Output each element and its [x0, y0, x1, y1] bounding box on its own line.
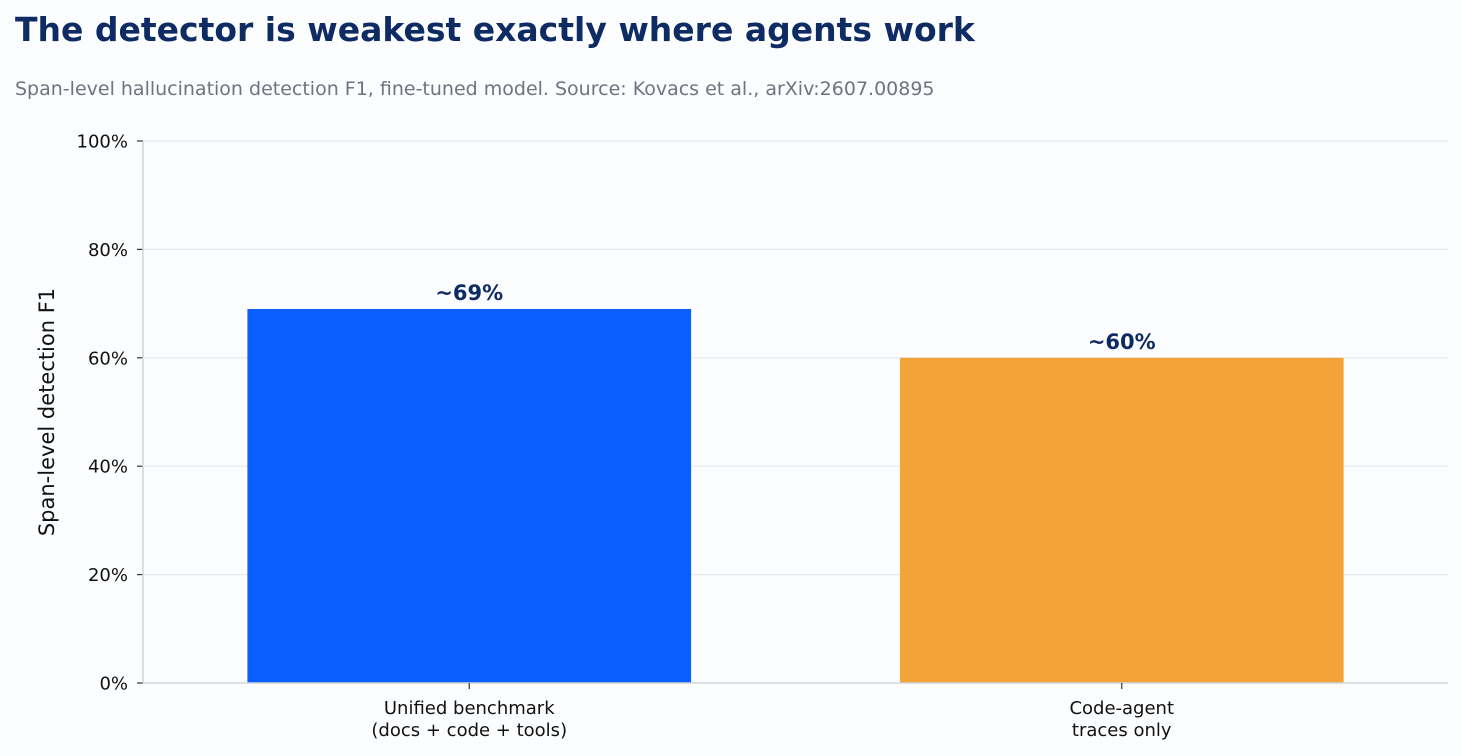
data-label-0: ~69% [435, 281, 503, 305]
bars [247, 309, 1344, 683]
y-tick-label-5: 100% [77, 132, 128, 153]
y-tick-label-1: 20% [88, 565, 128, 586]
bar-0 [247, 309, 692, 683]
axes [137, 140, 1448, 689]
data-label-1: ~60% [1088, 330, 1156, 354]
chart-title: The detector is weakest exactly where ag… [15, 10, 975, 49]
x-tick-label-1: Code-agent traces only [1069, 698, 1174, 741]
y-axis-label: Span-level detection F1 [35, 288, 59, 536]
x-tick-label-0: Unified benchmark (docs + code + tools) [371, 698, 567, 741]
y-tick-label-3: 60% [88, 348, 128, 369]
labels: 0% 20% 40% 60% 80% 100% ~69% Unified benchmark(… [35, 132, 1174, 742]
y-tick-label-2: 40% [88, 457, 128, 478]
chart-subtitle: Span-level hallucination detection F1, f… [15, 78, 935, 100]
bar-1 [899, 357, 1344, 683]
y-tick-label-0: 0% [99, 674, 128, 695]
y-tick-label-4: 80% [88, 240, 128, 261]
